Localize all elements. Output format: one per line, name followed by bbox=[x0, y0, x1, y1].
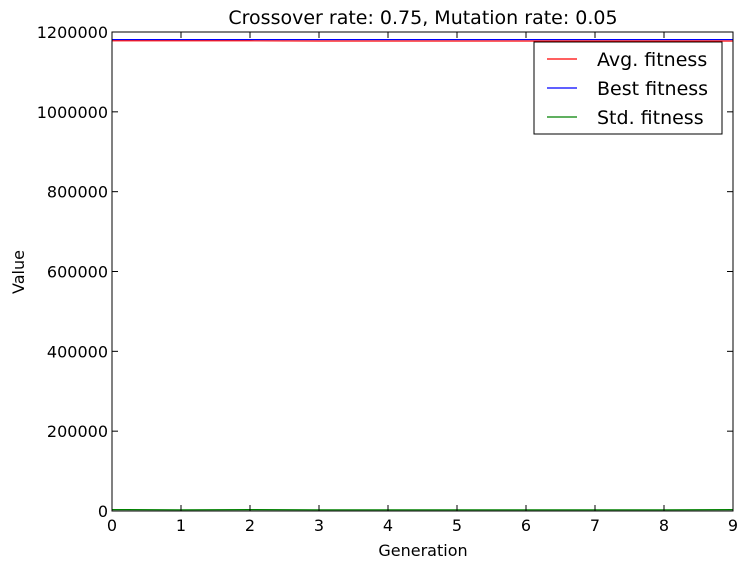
x-tick-label-3: 3 bbox=[314, 516, 324, 535]
axis-ticks bbox=[111, 31, 734, 512]
x-tick-label-0: 0 bbox=[107, 516, 117, 535]
y-tick-label-6: 1200000 bbox=[37, 23, 108, 42]
x-tick-label-9: 9 bbox=[728, 516, 738, 535]
x-tick-label-2: 2 bbox=[245, 516, 255, 535]
x-tick-label-8: 8 bbox=[659, 516, 669, 535]
legend-label-2: Std. fitness bbox=[597, 107, 704, 129]
x-tick-label-7: 7 bbox=[590, 516, 600, 535]
legend-label-1: Best fitness bbox=[597, 78, 708, 100]
legend-label-0: Avg. fitness bbox=[597, 49, 707, 71]
y-tick-label-5: 1000000 bbox=[37, 103, 108, 122]
legend: Avg. fitness Best fitness Std. fitness bbox=[533, 41, 723, 135]
y-tick-label-0: 0 bbox=[98, 502, 108, 521]
plot-lines bbox=[111, 38, 734, 511]
x-tick-label-5: 5 bbox=[452, 516, 462, 535]
x-tick-label-6: 6 bbox=[521, 516, 531, 535]
x-tick-label-1: 1 bbox=[176, 516, 186, 535]
tick-labels: 0 1 2 3 4 5 6 7 8 9 0 200000 400000 600000 800000 10000… bbox=[37, 23, 738, 535]
y-tick-label-3: 600000 bbox=[47, 263, 108, 282]
y-tick-label-4: 800000 bbox=[47, 183, 108, 202]
x-tick-label-4: 4 bbox=[383, 516, 393, 535]
y-tick-label-2: 400000 bbox=[47, 342, 108, 361]
y-axis-label: Value bbox=[9, 250, 28, 294]
x-axis-label: Generation bbox=[378, 541, 467, 560]
y-tick-label-1: 200000 bbox=[47, 422, 108, 441]
chart-title: Crossover rate: 0.75, Mutation rate: 0.0… bbox=[228, 7, 617, 29]
